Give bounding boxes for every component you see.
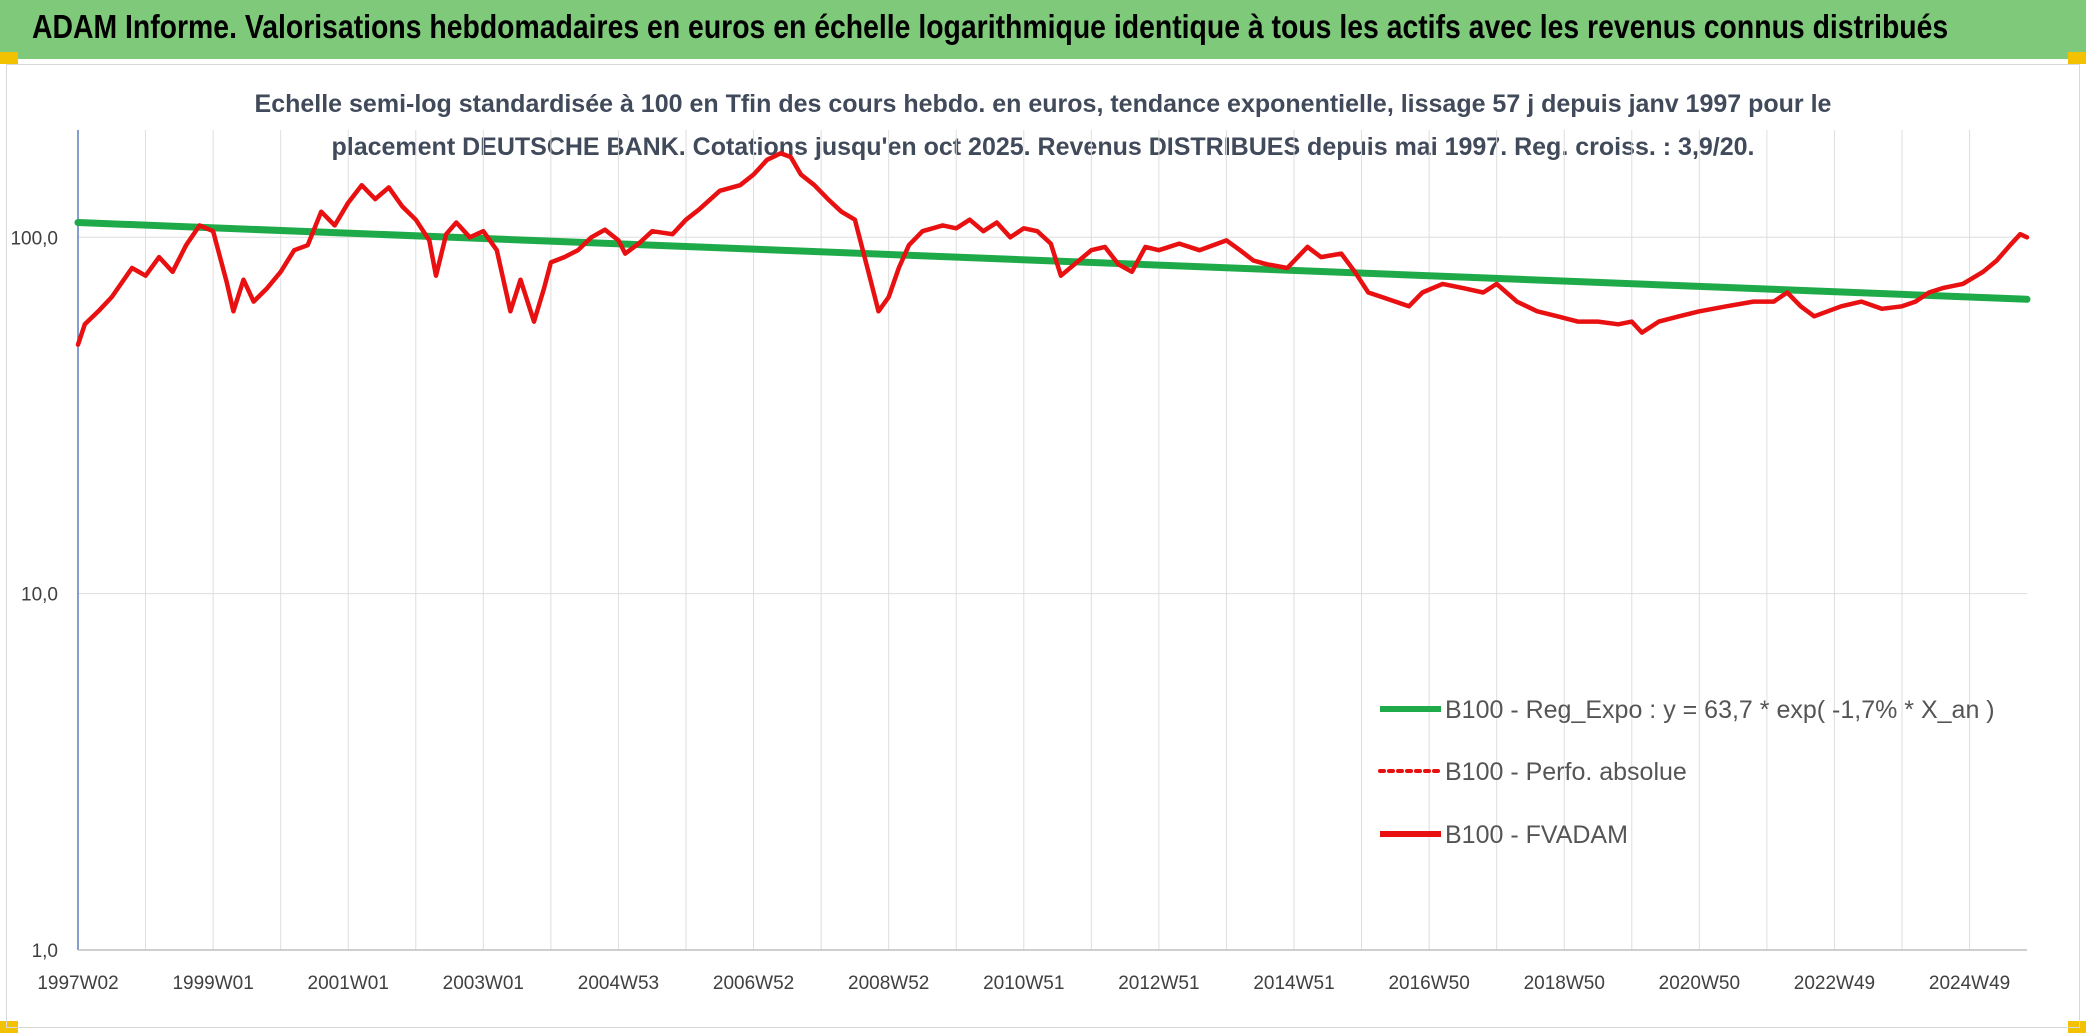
x-tick-label: 2024W49 (1929, 973, 2010, 994)
vertical-gridlines (77, 130, 1971, 950)
chart-subtitle-line-2: placement DEUTSCHE BANK. Cotations jusqu… (331, 133, 1755, 161)
x-tick-label: 2014W51 (1253, 973, 1334, 994)
x-tick-label: 2018W50 (1524, 973, 1605, 994)
report-title: ADAM Informe. Valorisations hebdomadaire… (32, 8, 1949, 45)
axes (77, 130, 2027, 951)
x-tick-label: 2001W01 (308, 973, 389, 994)
series-line-2 (75, 151, 2030, 347)
x-tick-label: 1999W01 (172, 973, 253, 994)
x-tick-label: 2008W52 (848, 973, 929, 994)
x-tick-label: 2004W53 (578, 973, 659, 994)
x-tick-label: 2012W51 (1118, 973, 1199, 994)
series-lines (74, 151, 2031, 347)
y-tick-label: 10,0 (21, 585, 58, 606)
legend-label-1: B100 - Perfo. absolue (1445, 758, 1687, 786)
y-tick-label: 100,0 (10, 228, 58, 249)
chart-subtitle-line-1: Echelle semi-log standardisée à 100 en T… (254, 90, 1832, 118)
x-tick-label: 2020W50 (1659, 973, 1740, 994)
corner-marker-top-right (2068, 52, 2086, 64)
x-tick-label: 2010W51 (983, 973, 1064, 994)
corner-marker-top-left (0, 52, 18, 64)
y-tick-label: 1,0 (32, 941, 58, 962)
x-tick-label: 2016W50 (1388, 973, 1469, 994)
x-tick-label: 2006W52 (713, 973, 794, 994)
x-tick-label: 2003W01 (443, 973, 524, 994)
legend: B100 - Reg_Expo : y = 63,7 * exp( -1,7% … (1378, 696, 1995, 849)
legend-label-2: B100 - FVADAM (1445, 821, 1628, 849)
x-tick-label: 2022W49 (1794, 973, 1875, 994)
x-tick-label: 1997W02 (37, 973, 118, 994)
chart-frame (6, 64, 2080, 1028)
header-bar: ADAM Informe. Valorisations hebdomadaire… (0, 0, 2086, 59)
series-line-0 (74, 219, 2031, 303)
legend-label-0: B100 - Reg_Expo : y = 63,7 * exp( -1,7% … (1445, 696, 1995, 724)
tick-labels: 1,0 10,0 100,0 1997W02 1999W01 2001W01 2003W01… (10, 228, 2010, 994)
